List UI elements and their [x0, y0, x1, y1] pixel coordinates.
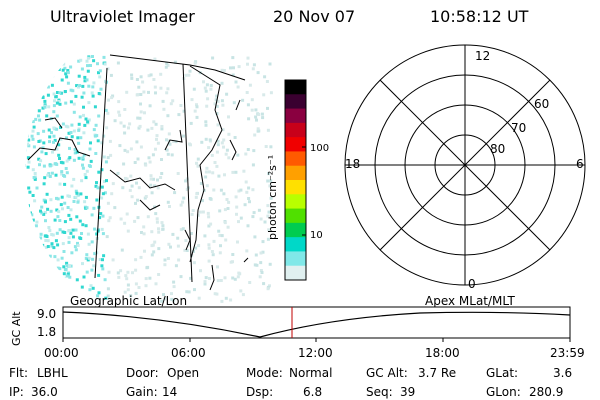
colorbar-swatch [285, 180, 306, 195]
mode-value: Normal [289, 366, 333, 380]
colorbar-tick-label: 10 [310, 230, 323, 241]
imager-view [25, 40, 273, 303]
colorbar-swatch [285, 194, 306, 210]
mlat-label-60: 60 [534, 97, 549, 111]
timeline-right-title: Apex MLat/MLT [425, 294, 515, 308]
filter-value: LBHL [37, 366, 68, 380]
colorbar-swatch [285, 222, 306, 238]
colorbar-swatch [285, 208, 306, 224]
ip-label: IP: [9, 385, 24, 399]
colorbar-swatch [285, 108, 306, 124]
seq-value: 39 [400, 385, 416, 399]
door-value: Open [167, 366, 200, 380]
colorbar-swatch [285, 122, 306, 138]
x-tick-label: 00:00 [44, 346, 79, 360]
time-readout: 10:58:12 UT [430, 7, 529, 26]
mlt-label-18: 18 [345, 157, 360, 171]
seq-label: Seq: [366, 385, 393, 399]
polar-grid [344, 44, 586, 286]
mlt-label-12: 12 [475, 49, 490, 63]
colorbar-swatch [285, 80, 306, 95]
gc-alt-value: 3.7 Re [418, 366, 457, 380]
gc-altitude-curve [62, 311, 571, 338]
gain-label: Gain: [126, 385, 158, 399]
y-axis-label: GC Alt [10, 311, 23, 346]
mlat-label-70: 70 [511, 121, 526, 135]
glat-label: GLat: [486, 366, 519, 380]
mlat-label-80: 80 [490, 142, 505, 156]
colorbar-swatch [285, 251, 306, 267]
x-tick-label: 18:00 [425, 346, 460, 360]
colorbar-swatch [285, 165, 306, 181]
colorbar: 100 10 photon cm⁻²s⁻¹ [266, 79, 329, 281]
colorbar-swatch [285, 237, 306, 252]
app-title: Ultraviolet Imager [50, 7, 195, 26]
dsp-label: Dsp: [246, 385, 274, 399]
y-tick-label: 1.8 [37, 325, 57, 339]
glon-value: 280.9 [529, 385, 564, 399]
y-tick-label: 9.0 [37, 307, 57, 321]
glon-label: GLon: [486, 385, 521, 399]
gc-altitude-timeline [62, 306, 571, 342]
colorbar-swatch [285, 137, 306, 152]
dsp-value: 6.8 [303, 385, 323, 399]
x-tick-label: 12:00 [298, 346, 333, 360]
mlt-label-0: 0 [468, 277, 476, 291]
colorbar-swatches [285, 80, 306, 281]
colorbar-tick-label: 100 [310, 143, 329, 154]
coastline-map [27, 54, 249, 291]
glat-value: 3.6 [553, 366, 573, 380]
filter-label: Flt: [9, 366, 28, 380]
colorbar-frame [284, 79, 307, 281]
door-label: Door: [126, 366, 159, 380]
mlt-label-6: 6 [576, 157, 584, 171]
timeline-left-title: Geographic Lat/Lon [70, 294, 188, 308]
date-readout: 20 Nov 07 [273, 7, 356, 26]
ip-value: 36.0 [31, 385, 58, 399]
colorbar-swatch [285, 151, 306, 167]
colorbar-swatch [285, 265, 306, 281]
x-tick-label: 06:00 [171, 346, 206, 360]
colorbar-swatch [285, 94, 306, 110]
x-tick-label: 23:59 [550, 346, 585, 360]
colorbar-unit-label: photon cm⁻²s⁻¹ [266, 155, 279, 240]
gc-alt-label: GC Alt: [366, 366, 408, 380]
mode-label: Mode: [246, 366, 283, 380]
gain-value: 14 [162, 385, 178, 399]
